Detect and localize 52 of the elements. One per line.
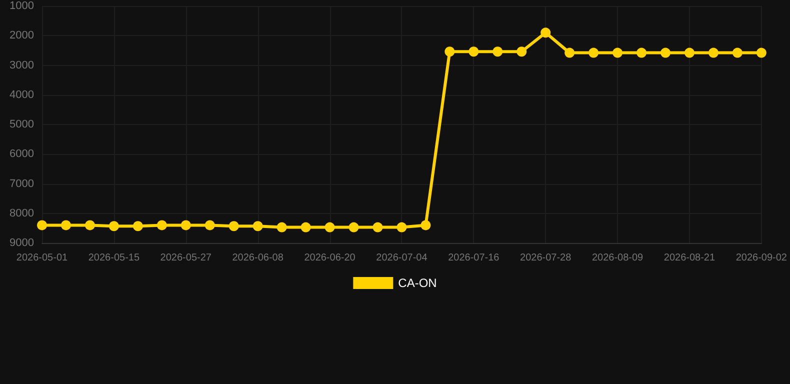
x-tick-label: 2026-05-01 — [16, 252, 68, 264]
legend-label: CA-ON — [398, 276, 437, 290]
point — [180, 220, 191, 230]
point — [300, 222, 311, 232]
point — [732, 48, 742, 58]
point — [37, 220, 47, 230]
y-tick-label: 1000 — [10, 0, 34, 12]
point — [372, 222, 383, 232]
x-tick-label: 2026-07-28 — [520, 252, 572, 264]
y-tick-label: 5000 — [10, 118, 34, 130]
point — [636, 48, 647, 58]
y-tick-label: 8000 — [10, 207, 34, 220]
y-tick-label: 2000 — [10, 30, 34, 42]
x-tick-label: 2026-08-09 — [592, 252, 644, 264]
x-tick-label: 2026-06-08 — [232, 252, 284, 264]
y-tick-label: 9000 — [10, 237, 34, 249]
point — [60, 220, 71, 230]
y-tick-label: 7000 — [10, 178, 34, 190]
point — [444, 46, 455, 57]
point — [252, 221, 263, 232]
x-tick-label: 2026-09-02 — [736, 252, 788, 264]
point — [396, 222, 407, 232]
point — [324, 222, 335, 232]
point — [84, 220, 95, 230]
point — [348, 222, 359, 232]
point — [660, 48, 670, 58]
x-tick-label: 2026-07-04 — [376, 252, 428, 264]
point — [516, 46, 527, 57]
point — [492, 46, 503, 57]
point — [276, 222, 287, 232]
x-tick-label: 2026-08-21 — [664, 252, 716, 264]
point — [420, 220, 431, 230]
point — [756, 48, 766, 58]
point — [612, 48, 623, 58]
point — [588, 48, 599, 58]
y-tick-label: 4000 — [10, 88, 34, 101]
point — [108, 221, 119, 232]
point — [708, 48, 718, 58]
x-tick-label: 2026-05-15 — [88, 252, 140, 264]
point — [156, 220, 167, 230]
point — [540, 28, 551, 38]
x-tick-label: 2026-05-27 — [160, 252, 212, 264]
point — [564, 48, 575, 58]
point — [684, 48, 694, 58]
point — [468, 46, 479, 57]
point — [204, 220, 215, 230]
x-tick-label: 2026-07-16 — [448, 252, 500, 264]
y-tick-label: 3000 — [10, 59, 34, 72]
point — [228, 221, 239, 232]
y-tick-label: 6000 — [10, 148, 34, 160]
x-tick-label: 2026-06-20 — [304, 252, 356, 264]
point — [132, 221, 143, 232]
